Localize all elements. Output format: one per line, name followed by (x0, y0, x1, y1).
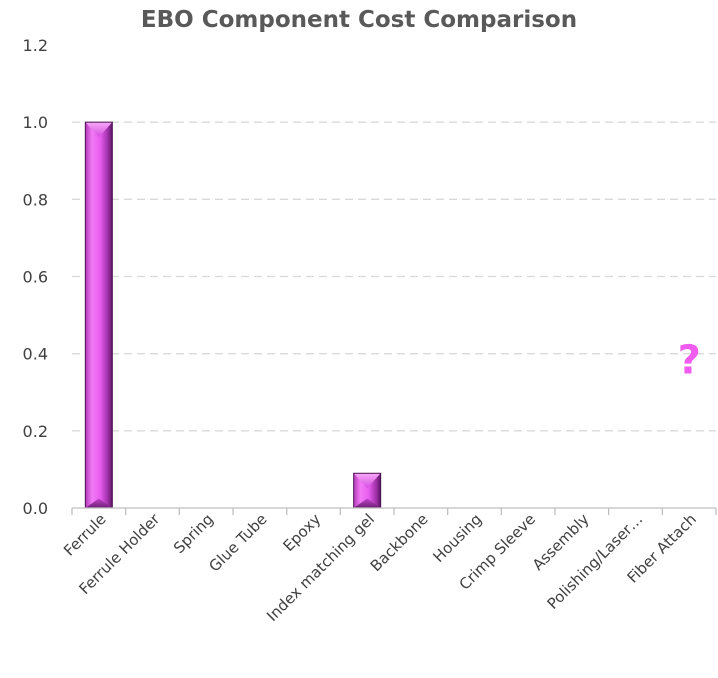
annotation-question-mark: ? (678, 338, 701, 384)
y-tick-label: 1.0 (23, 113, 48, 132)
y-tick-label: 0.0 (23, 499, 48, 518)
x-tick-label: Index matching gel (263, 510, 378, 625)
x-tick-label: Backbone (367, 510, 432, 575)
x-axis-ticks (71, 508, 717, 515)
chart-title: EBO Component Cost Comparison (141, 7, 577, 33)
x-tick-label: Ferrule (60, 510, 110, 560)
gridlines (72, 121, 716, 432)
x-tick-label: Glue Tube (205, 510, 270, 575)
y-axis-ticks: 0.0 0.2 0.4 0.6 0.8 1.0 1.2 (23, 36, 48, 518)
x-tick-label: Epoxy (279, 510, 324, 555)
y-tick-label: 1.2 (23, 36, 48, 55)
bars (84, 121, 382, 509)
annotations: ? (678, 338, 701, 384)
y-tick-label: 0.8 (23, 190, 48, 209)
bar (353, 472, 382, 509)
y-tick-label: 0.4 (23, 345, 48, 364)
y-tick-label: 0.2 (23, 422, 48, 441)
x-tick-label: Polishing/Laser… (544, 510, 647, 613)
x-tick-label: Spring (170, 510, 217, 557)
x-tick-label: Housing (429, 510, 485, 566)
y-tick-label: 0.6 (23, 268, 48, 287)
bar (84, 121, 113, 509)
